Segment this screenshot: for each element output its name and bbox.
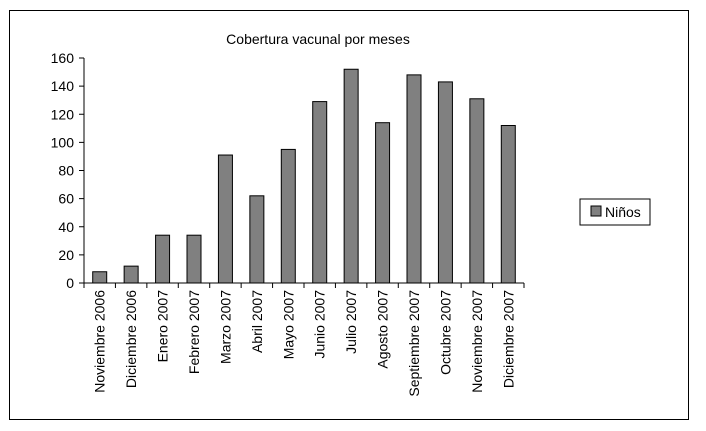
bar [469,98,485,284]
bar [312,101,328,284]
y-tick-label: 60 [58,191,74,207]
bar [375,122,391,284]
x-tick-label: Julio 2007 [343,290,359,354]
bar [280,148,296,284]
y-tick-label: 160 [51,50,75,66]
bar [217,154,233,284]
x-tick-label: Enero 2007 [155,290,171,363]
x-tick-label: Marzo 2007 [217,290,233,364]
x-tick-label: Febrero 2007 [186,290,202,374]
y-tick-label: 20 [58,247,74,263]
bar [186,234,202,284]
x-tick-label: Octubre 2007 [437,290,453,375]
x-tick-label: Junio 2007 [312,290,328,359]
legend: Niños [579,198,651,226]
x-tick-label: Abril 2007 [249,290,265,353]
y-tick-label: 80 [58,163,74,179]
y-tick-label: 140 [51,78,75,94]
chart-title: Cobertura vacunal por meses [226,31,410,47]
y-tick-label: 0 [66,275,74,291]
bar [437,81,453,284]
x-tick-label: Diciembre 2006 [123,290,139,388]
plot-area: 0 20 40 60 80 100 120 140 160 Noviembre 2006 Dicie… [51,50,525,397]
bar [249,195,265,284]
bar [155,234,171,284]
x-tick-label: Diciembre 2007 [500,290,516,388]
y-tick-label: 100 [51,134,75,150]
bar [92,271,108,284]
legend-swatch [590,205,602,217]
x-tick-label: Septiembre 2007 [406,290,422,397]
legend-label: Niños [605,204,641,220]
x-tick-label: Mayo 2007 [280,290,296,359]
bar [123,265,139,284]
bar [500,125,516,284]
y-tick-label: 120 [51,106,75,122]
bar [343,68,359,284]
bar [406,74,422,284]
x-tick-label: Agosto 2007 [375,290,391,369]
x-tick-label: Noviembre 2007 [469,290,485,393]
x-tick-label: Noviembre 2006 [92,290,108,393]
y-tick-label: 40 [58,219,74,235]
